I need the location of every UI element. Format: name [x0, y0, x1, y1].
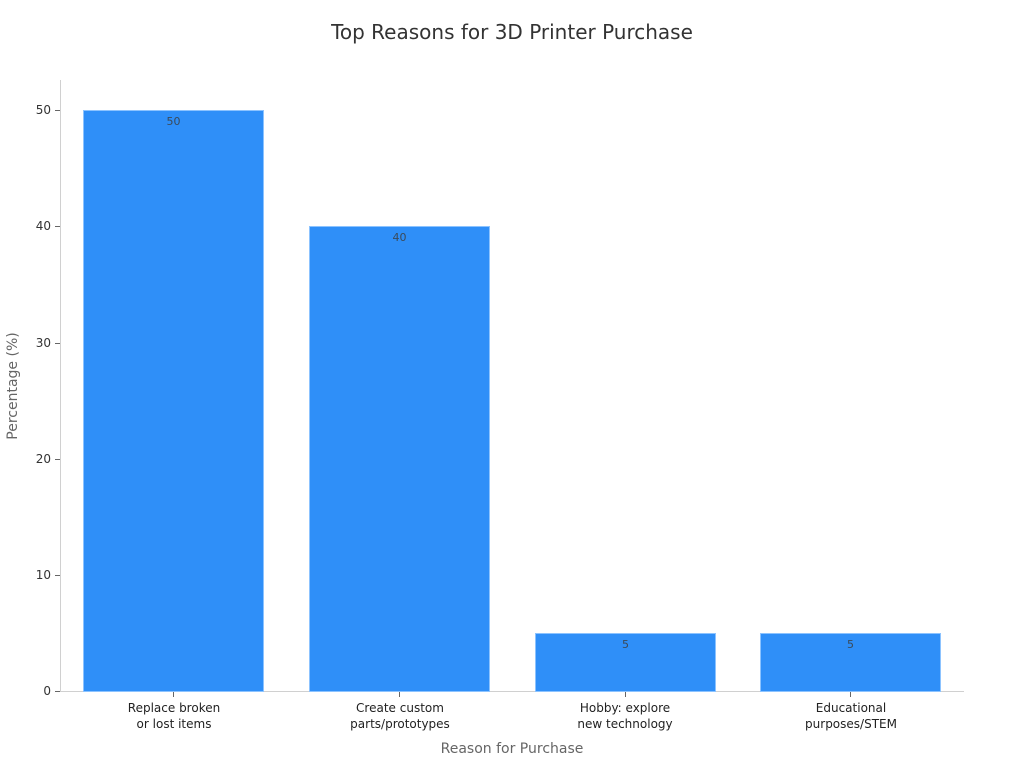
bar-create-custom: 40	[309, 226, 490, 692]
x-tick-label: Replace broken or lost items	[127, 701, 221, 731]
bar-value-label: 40	[392, 231, 407, 244]
x-tick	[173, 692, 174, 697]
y-tick-20: 20	[0, 452, 60, 473]
x-tick-label: Educational purposes/STEM	[805, 701, 897, 731]
y-tick-30: 30	[0, 336, 60, 357]
bar-value-label: 5	[847, 638, 854, 651]
bar-value-label: 5	[622, 638, 629, 651]
y-axis-line	[60, 80, 61, 692]
bar-value-label: 50	[166, 115, 181, 128]
x-tick	[850, 692, 851, 697]
chart-title: Top Reasons for 3D Printer Purchase	[331, 20, 693, 44]
x-tick	[625, 692, 626, 697]
x-tick	[399, 692, 400, 697]
y-tick-10: 10	[0, 568, 60, 589]
bar-replace-broken: 50	[83, 110, 264, 692]
y-tick-40: 40	[0, 219, 60, 240]
x-tick-label: Hobby: explore new technology	[577, 701, 673, 731]
bar-hobby: 5	[535, 633, 716, 692]
y-axis-title: Percentage (%)	[5, 332, 21, 440]
bar-educational: 5	[760, 633, 941, 692]
x-axis-line	[60, 691, 964, 692]
x-tick-label: Create custom parts/prototypes	[350, 701, 450, 731]
y-tick-50: 50	[0, 103, 60, 124]
y-tick-0: 0	[0, 684, 60, 705]
x-axis-title: Reason for Purchase	[440, 741, 584, 757]
